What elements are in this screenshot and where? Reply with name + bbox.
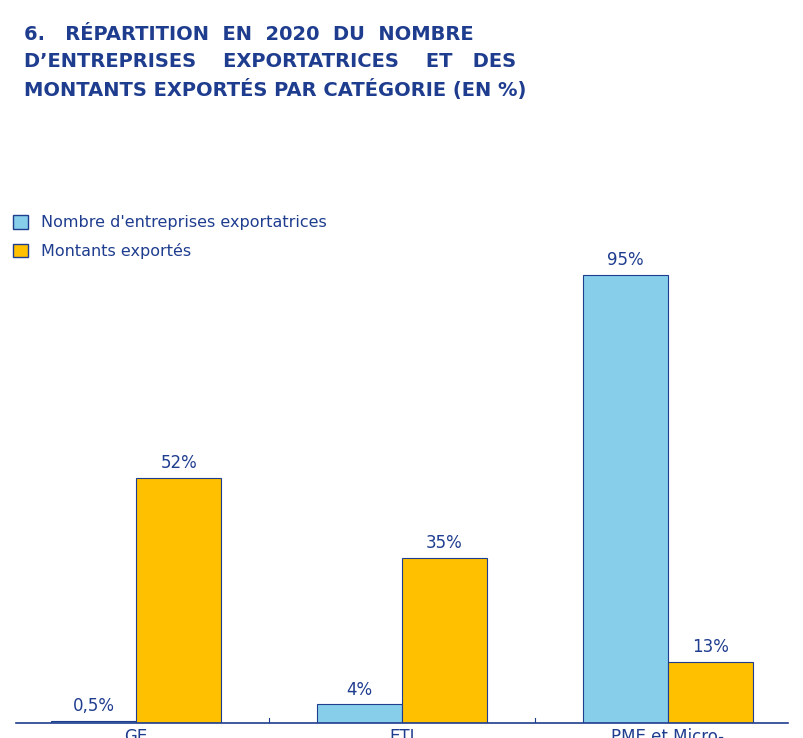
Text: 35%: 35% [426,534,463,552]
Text: 52%: 52% [160,454,197,472]
Text: 13%: 13% [691,638,728,656]
Bar [667,662,752,723]
Bar [402,558,487,723]
Legend: Nombre d'entreprises exportatrices, Montants exportés: Nombre d'entreprises exportatrices, Mont… [9,210,331,264]
Text: 4%: 4% [346,680,372,699]
Text: 6.   RÉPARTITION  EN  2020  DU  NOMBRE
D’ENTREPRISES    EXPORTATRICES    ET   DE: 6. RÉPARTITION EN 2020 DU NOMBRE D’ENTRE… [24,25,525,100]
Text: 0,5%: 0,5% [72,697,115,715]
Bar [51,721,136,723]
Bar [582,275,667,723]
Text: 95%: 95% [606,251,642,269]
Bar [316,704,402,723]
Bar [136,477,221,723]
